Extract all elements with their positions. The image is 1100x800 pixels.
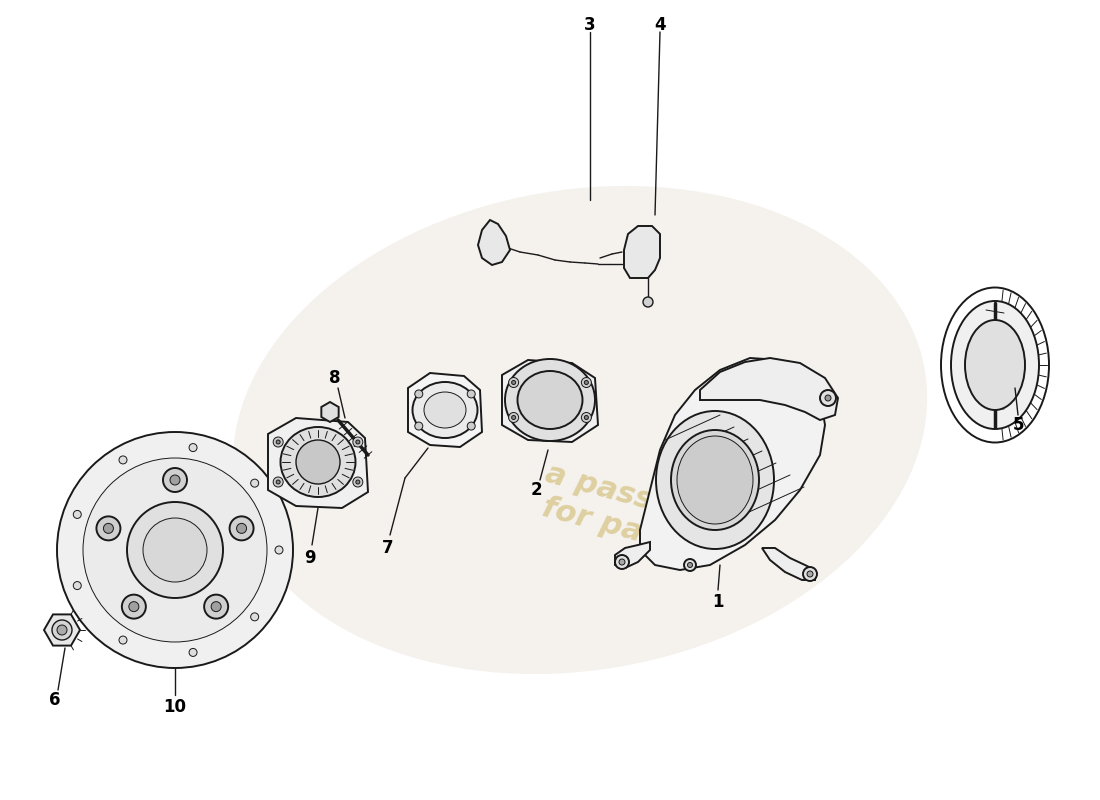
Ellipse shape	[952, 301, 1040, 429]
Circle shape	[684, 559, 696, 571]
Circle shape	[82, 458, 267, 642]
Circle shape	[468, 422, 475, 430]
Circle shape	[275, 546, 283, 554]
Polygon shape	[640, 358, 825, 570]
Circle shape	[74, 582, 81, 590]
Text: 1: 1	[713, 593, 724, 611]
Ellipse shape	[671, 430, 759, 530]
Polygon shape	[502, 360, 598, 442]
Circle shape	[119, 456, 126, 464]
Circle shape	[508, 378, 518, 387]
Polygon shape	[44, 614, 80, 646]
Circle shape	[276, 440, 280, 444]
Circle shape	[276, 480, 280, 484]
Circle shape	[57, 625, 67, 635]
Circle shape	[189, 649, 197, 657]
Ellipse shape	[424, 392, 466, 428]
Text: 7: 7	[382, 539, 394, 557]
Circle shape	[236, 523, 246, 534]
Ellipse shape	[280, 427, 355, 497]
Circle shape	[508, 413, 518, 422]
Circle shape	[57, 432, 293, 668]
Polygon shape	[762, 548, 815, 580]
Text: 6: 6	[50, 691, 60, 709]
Text: 3: 3	[584, 16, 596, 34]
Text: 2: 2	[530, 481, 542, 499]
Circle shape	[143, 518, 207, 582]
Circle shape	[52, 620, 72, 640]
Circle shape	[119, 636, 126, 644]
Circle shape	[355, 480, 360, 484]
Circle shape	[126, 502, 223, 598]
Text: 8: 8	[329, 369, 341, 387]
Circle shape	[584, 415, 588, 419]
Circle shape	[170, 475, 180, 485]
Circle shape	[820, 390, 836, 406]
Text: 10: 10	[164, 698, 187, 716]
Circle shape	[825, 395, 830, 401]
Circle shape	[582, 378, 592, 387]
Circle shape	[512, 381, 516, 385]
Polygon shape	[615, 542, 650, 568]
Ellipse shape	[656, 411, 774, 549]
Circle shape	[296, 440, 340, 484]
Circle shape	[211, 602, 221, 612]
Circle shape	[584, 381, 588, 385]
Circle shape	[355, 440, 360, 444]
Polygon shape	[478, 220, 510, 265]
Polygon shape	[321, 402, 339, 422]
Circle shape	[251, 613, 258, 621]
Circle shape	[619, 559, 625, 565]
Text: 5: 5	[1012, 416, 1024, 434]
Circle shape	[74, 510, 81, 518]
Polygon shape	[700, 358, 838, 420]
Circle shape	[273, 437, 283, 447]
Circle shape	[803, 567, 817, 581]
Polygon shape	[268, 418, 368, 508]
Circle shape	[163, 468, 187, 492]
Circle shape	[205, 594, 228, 618]
Circle shape	[189, 443, 197, 451]
Circle shape	[415, 422, 422, 430]
Text: 4: 4	[654, 16, 666, 34]
Circle shape	[251, 479, 258, 487]
Text: 9: 9	[305, 549, 316, 567]
Ellipse shape	[233, 186, 927, 674]
Ellipse shape	[517, 371, 583, 429]
Polygon shape	[624, 226, 660, 278]
Ellipse shape	[412, 382, 477, 438]
Circle shape	[644, 297, 653, 307]
Circle shape	[103, 523, 113, 534]
Text: a passion
for parts: a passion for parts	[534, 458, 707, 562]
Circle shape	[129, 602, 139, 612]
Ellipse shape	[676, 436, 754, 524]
Ellipse shape	[965, 320, 1025, 410]
Circle shape	[353, 437, 363, 447]
Circle shape	[468, 390, 475, 398]
Polygon shape	[408, 373, 482, 447]
Circle shape	[353, 477, 363, 487]
Circle shape	[807, 571, 813, 577]
Circle shape	[230, 516, 254, 540]
Circle shape	[97, 516, 120, 540]
Circle shape	[582, 413, 592, 422]
Circle shape	[122, 594, 146, 618]
Ellipse shape	[505, 359, 595, 441]
Circle shape	[688, 562, 693, 567]
Circle shape	[273, 477, 283, 487]
Circle shape	[615, 555, 629, 569]
Circle shape	[415, 390, 422, 398]
Circle shape	[512, 415, 516, 419]
